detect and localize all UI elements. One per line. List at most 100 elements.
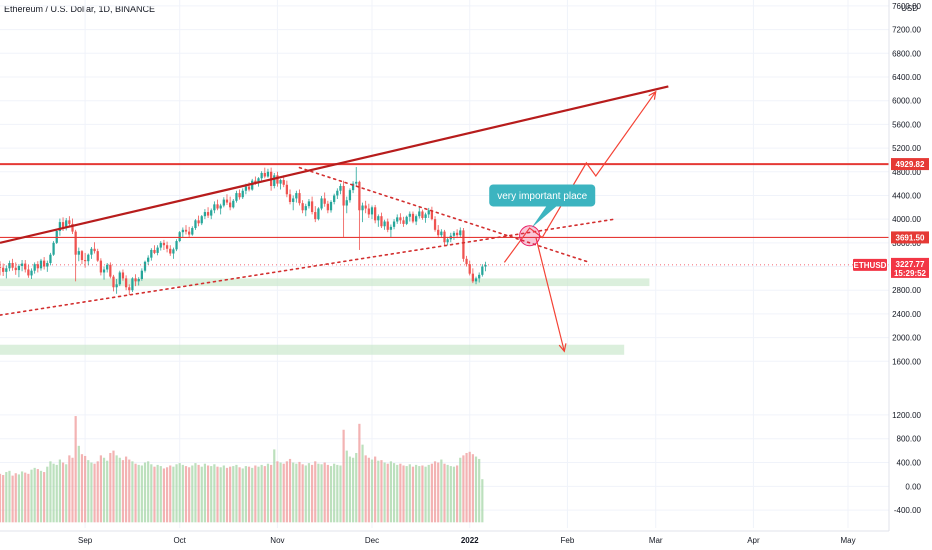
volume-bar	[90, 462, 93, 523]
volume-bar	[348, 456, 352, 523]
volume-bar	[58, 459, 62, 523]
candle-body	[74, 231, 77, 255]
candle-body	[197, 220, 200, 224]
candle	[295, 190, 298, 203]
candle-body	[5, 268, 8, 272]
candle-body	[58, 222, 62, 231]
volume-bar	[295, 463, 298, 523]
candle-body	[121, 272, 125, 279]
volume-bar	[2, 475, 5, 523]
candle	[367, 203, 370, 218]
time-axis-label: Oct	[173, 536, 186, 545]
candle-body	[169, 248, 172, 254]
candle-body	[440, 231, 443, 236]
candle	[213, 201, 216, 214]
volume-bar	[213, 464, 216, 523]
volume-bar	[109, 452, 112, 523]
volume-axis-tick: -400.00	[894, 506, 922, 515]
candle-body	[364, 205, 367, 209]
volume-bar	[61, 462, 65, 523]
candle-body	[446, 239, 449, 243]
candle	[27, 264, 30, 278]
candle	[377, 214, 380, 227]
volume-bar	[172, 466, 175, 523]
volume-bar	[424, 466, 427, 523]
candle-body	[481, 266, 484, 275]
volume-axis-tick: 0.00	[905, 482, 921, 491]
candle	[471, 268, 475, 284]
volume-bar	[188, 467, 191, 523]
candle-body	[140, 270, 143, 279]
price-tag-label: 3227.77	[896, 260, 925, 269]
volume-bar	[112, 450, 115, 523]
volume-bar	[351, 457, 355, 523]
candle-body	[87, 254, 90, 262]
price-axis-tick: 4800.00	[892, 168, 921, 177]
volume-bar	[263, 466, 266, 523]
volume-bar	[314, 461, 317, 523]
candle	[200, 215, 203, 226]
candle-body	[326, 203, 329, 211]
candle	[301, 200, 304, 214]
candle-body	[348, 190, 352, 201]
candle-body	[194, 220, 197, 229]
price-tag: 3691.50	[891, 231, 929, 244]
candle	[159, 241, 162, 251]
candle	[106, 262, 109, 273]
candle-body	[203, 212, 207, 217]
volume-bar	[181, 464, 184, 523]
candle-body	[383, 221, 386, 227]
candle-body	[175, 241, 178, 250]
candle-body	[128, 287, 131, 291]
volume-bar	[478, 458, 481, 523]
candle	[427, 207, 430, 218]
volume-bar	[392, 463, 396, 523]
candle-body	[430, 210, 434, 220]
candle-body	[301, 203, 304, 211]
volume-bar	[433, 461, 437, 523]
candle	[433, 216, 437, 232]
candle-body	[260, 172, 263, 179]
price-axis-tick: 5600.00	[892, 120, 921, 129]
candle-body	[181, 229, 184, 233]
candle	[46, 260, 49, 272]
grid-lines	[0, 0, 889, 528]
trendline-solid	[0, 85, 669, 244]
volume-bar	[266, 463, 270, 523]
candle-body	[342, 185, 345, 206]
volume-bar	[418, 466, 421, 523]
candle	[150, 248, 153, 261]
candle	[137, 277, 140, 286]
candle-body	[165, 245, 169, 249]
candle	[225, 194, 229, 205]
candle	[228, 196, 232, 211]
volume-bar	[421, 465, 424, 523]
candle-body	[307, 201, 311, 207]
volume-bar	[244, 466, 247, 523]
candle-body	[213, 204, 216, 211]
price-axis-tick: 2400.00	[892, 310, 921, 319]
volume-bar	[17, 474, 21, 523]
candle-body	[471, 273, 475, 282]
volume-bar	[358, 423, 361, 523]
candle-body	[247, 186, 251, 190]
candle-body	[273, 175, 276, 186]
volume-bar	[389, 461, 393, 523]
projection-down-path	[535, 237, 565, 352]
candle	[17, 264, 21, 278]
volume-bar	[77, 445, 80, 523]
candle-body	[421, 211, 424, 218]
candle-body	[159, 242, 162, 248]
candle	[24, 260, 27, 273]
candle	[121, 269, 125, 281]
volume-bar	[345, 450, 348, 523]
volume-bar	[342, 429, 345, 523]
candle-body	[329, 201, 333, 211]
volume-bar	[194, 463, 197, 523]
price-tag-label: 3691.50	[896, 233, 925, 242]
candle	[178, 231, 181, 243]
candle-body	[109, 264, 112, 277]
volume-bar	[399, 463, 402, 523]
